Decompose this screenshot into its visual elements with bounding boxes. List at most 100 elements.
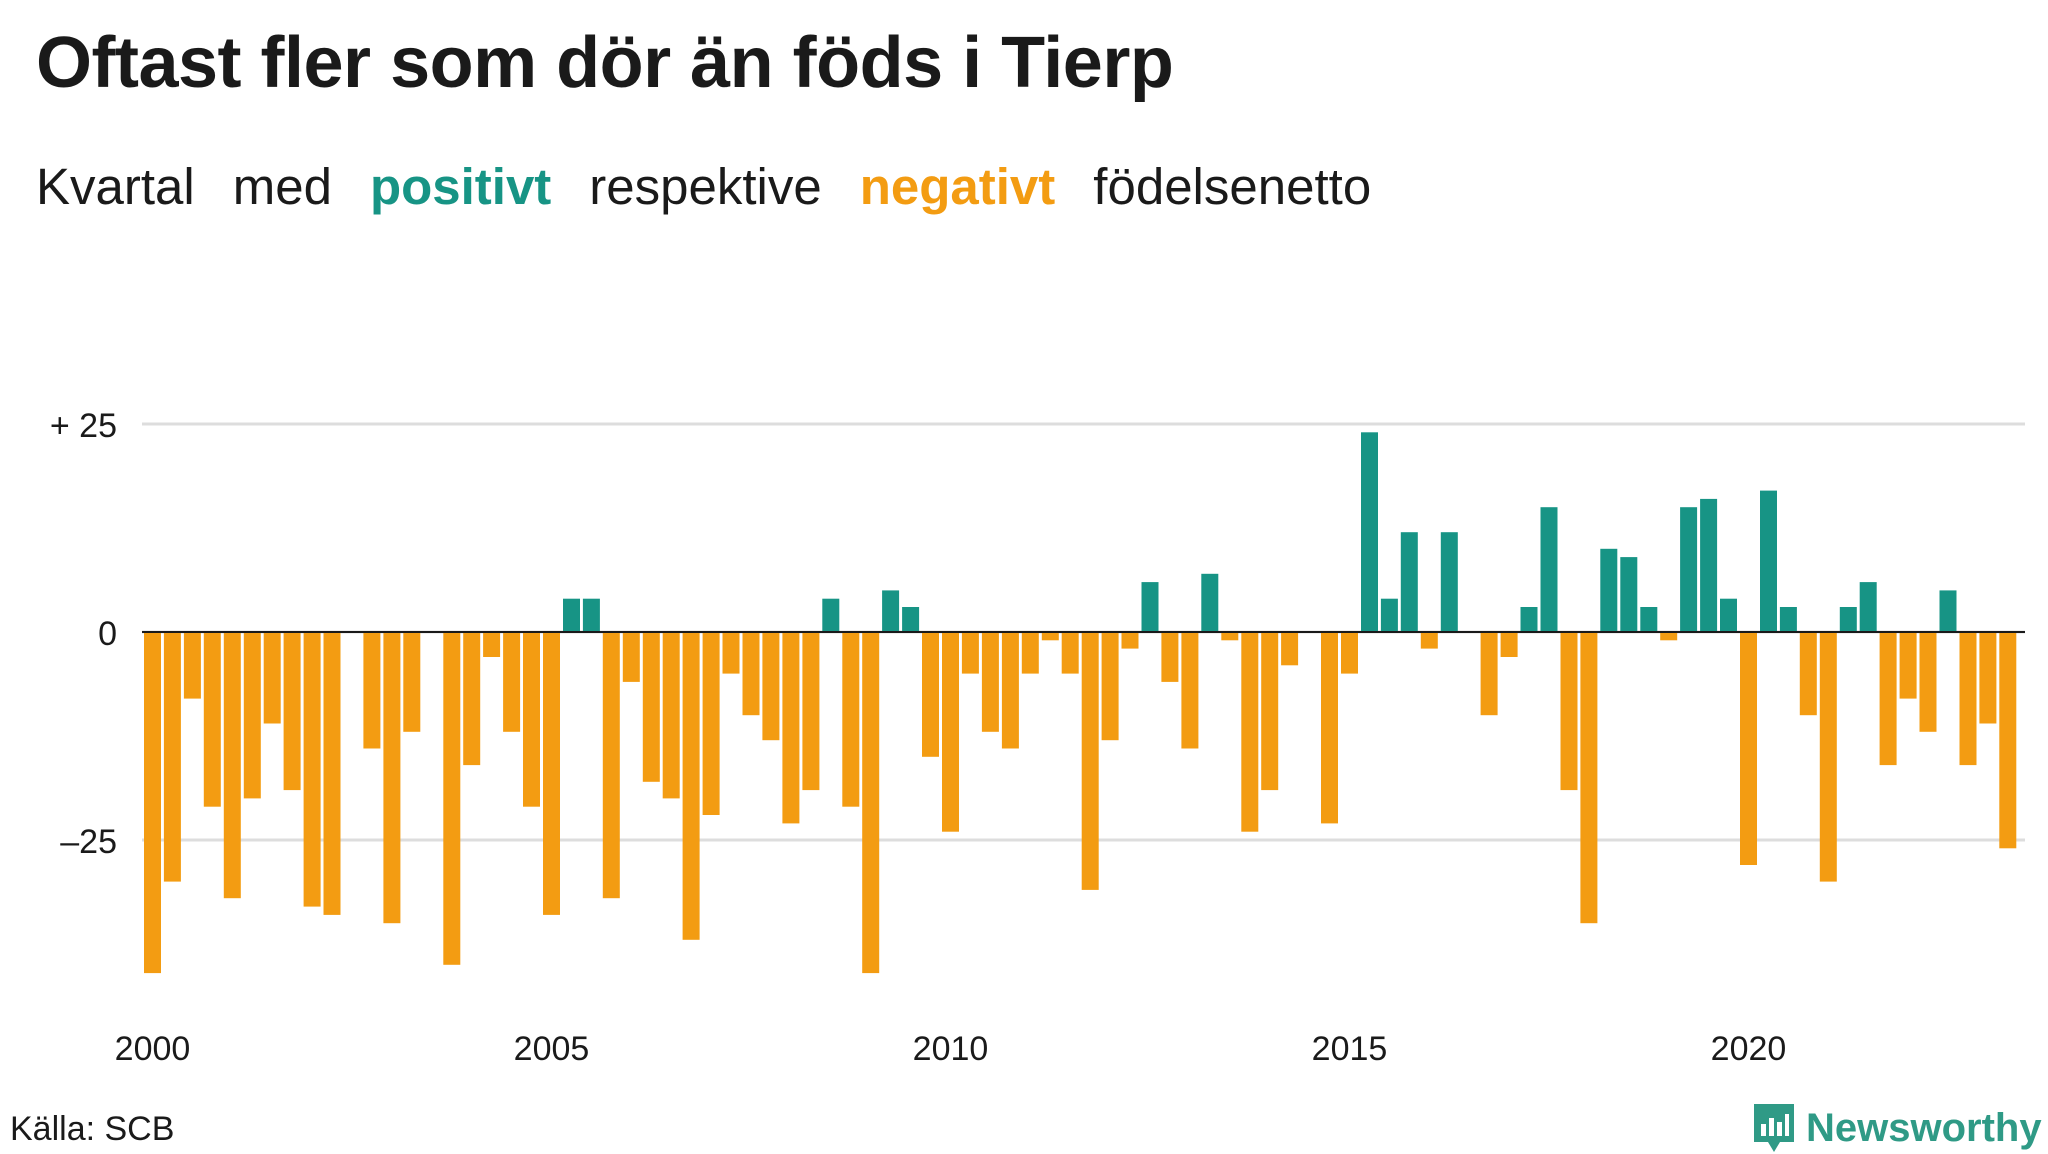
- bar: [144, 632, 161, 974]
- bar: [1760, 490, 1777, 632]
- bar: [203, 632, 221, 807]
- bar: [1640, 607, 1658, 632]
- x-tick-label: 2020: [1711, 1030, 1787, 1068]
- bar: [1899, 632, 1917, 699]
- subtitle-text-4: födelsenetto: [1093, 158, 1372, 215]
- subtitle-text-3: respektive: [589, 158, 822, 215]
- bar: [403, 632, 421, 732]
- bar: [243, 632, 261, 799]
- chart-subtitle: Kvartal med positivt respektive negativt föde…: [36, 157, 1409, 216]
- bar: [882, 590, 900, 632]
- bar: [1380, 598, 1398, 632]
- x-tick-label: 2010: [913, 1030, 989, 1068]
- bar: [563, 598, 580, 632]
- subtitle-text-2: med: [232, 158, 332, 215]
- bar: [1720, 598, 1737, 632]
- x-tick-label: 2000: [115, 1030, 191, 1068]
- y-tick-label: –25: [60, 823, 117, 861]
- subtitle-negative-word: negativt: [859, 158, 1056, 215]
- bar: [443, 632, 461, 965]
- bar: [742, 632, 760, 716]
- bar: [1121, 632, 1139, 649]
- x-tick-label: 2015: [1312, 1030, 1388, 1068]
- bar: [543, 632, 560, 915]
- bar: [1680, 507, 1698, 632]
- bar: [1440, 532, 1458, 632]
- bar: [942, 632, 959, 832]
- bar: [1500, 632, 1518, 657]
- bar: [1041, 632, 1059, 641]
- bar: [862, 632, 880, 974]
- brand-name: Newsworthy: [1806, 1105, 2042, 1150]
- bar: [922, 632, 939, 757]
- bar: [363, 632, 381, 749]
- subtitle-text-1: Kvartal: [36, 158, 195, 215]
- bar: [602, 632, 620, 899]
- bar: [1740, 632, 1757, 865]
- bar: [642, 632, 660, 782]
- bar: [981, 632, 999, 732]
- x-axis-ticks: 2000 2005 2010 2015 2020: [115, 1030, 1787, 1068]
- bar: [1241, 632, 1259, 832]
- bar: [303, 632, 321, 907]
- bar: [223, 632, 241, 899]
- source-note: Källa: SCB: [10, 1110, 175, 1148]
- bar: [1779, 607, 1797, 632]
- bar: [1819, 632, 1837, 882]
- bar: [323, 632, 341, 915]
- bar: [1839, 607, 1857, 632]
- bar: [523, 632, 540, 807]
- y-tick-label: + 25: [50, 407, 117, 445]
- bar: [1959, 632, 1977, 766]
- bar: [463, 632, 481, 766]
- bar: [1620, 557, 1638, 632]
- bar: [1859, 582, 1877, 632]
- bar: [163, 632, 181, 882]
- bar: [682, 632, 700, 940]
- bar: [1700, 498, 1718, 632]
- newsworthy-logo-icon: [1754, 1104, 1794, 1152]
- bar: [1879, 632, 1897, 766]
- bar: [1361, 432, 1378, 632]
- bar: [1261, 632, 1279, 791]
- bar: [263, 632, 281, 724]
- bar: [1939, 590, 1957, 632]
- bar: [483, 632, 501, 657]
- bar: [1420, 632, 1438, 649]
- bar: [1001, 632, 1019, 749]
- bar: [1400, 532, 1418, 632]
- subtitle-positive-word: positivt: [369, 158, 552, 215]
- bar: [1201, 573, 1219, 632]
- x-tick-label: 2005: [514, 1030, 590, 1068]
- bar: [1979, 632, 1997, 724]
- bar: [1341, 632, 1358, 674]
- bar: [1281, 632, 1299, 666]
- y-tick-label: 0: [98, 615, 117, 653]
- bar: [722, 632, 740, 674]
- bar: [1799, 632, 1817, 716]
- bar: [503, 632, 521, 732]
- bar: [1540, 507, 1558, 632]
- bar: [762, 632, 780, 741]
- y-axis-ticks: + 25 0 –25: [50, 407, 117, 861]
- bar: [802, 632, 820, 791]
- bar: [662, 632, 680, 799]
- bar: [283, 632, 301, 791]
- bar: [622, 632, 640, 682]
- bar: [782, 632, 800, 824]
- bar: [1520, 607, 1538, 632]
- bar: [1560, 632, 1578, 791]
- bar: [1321, 632, 1338, 824]
- bar: [822, 598, 840, 632]
- bar: [842, 632, 860, 807]
- bar: [902, 607, 920, 632]
- bar: [1101, 632, 1119, 741]
- bar: [1181, 632, 1199, 749]
- bar: [702, 632, 720, 815]
- bar: [1660, 632, 1678, 641]
- bar: [1021, 632, 1039, 674]
- bar: [1161, 632, 1179, 682]
- bar: [383, 632, 401, 924]
- bar: [1999, 632, 2017, 849]
